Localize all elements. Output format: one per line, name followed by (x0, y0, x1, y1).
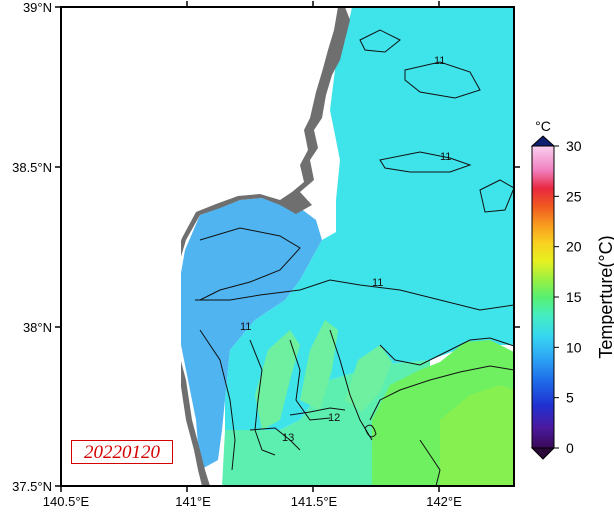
colorbar-tick-label: 0 (566, 440, 574, 456)
colorbar-tick-label: 15 (566, 289, 582, 305)
y-tick-label-38N: 38°N (23, 320, 52, 335)
contour-label-4: 11 (240, 321, 251, 333)
colorbar-tick-label: 20 (566, 239, 582, 255)
colorbar-tick-label: 10 (566, 339, 582, 355)
y-tick-label-37-5N: 37.5°N (12, 479, 52, 494)
land-interior (61, 7, 338, 486)
x-tick-label-141E: 141°E (175, 494, 211, 509)
coastal-water-region (178, 198, 322, 470)
colorbar-tick-label: 25 (566, 188, 582, 204)
colorbar-scale (531, 145, 555, 449)
y-tick-label-39N: 39°N (23, 0, 52, 15)
contour-label-2: 11 (440, 151, 451, 163)
colorbar-min-arrow (530, 447, 556, 460)
map-frame (60, 6, 515, 487)
colorbar-title: Temperture(°C) (596, 235, 614, 358)
warm-water-patch (440, 385, 514, 486)
colorbar-tick-label: 5 (566, 390, 574, 406)
contour-label-3: 11 (372, 277, 383, 289)
colorbar-tick-label: 30 (566, 138, 582, 154)
contour-label-6: 13 (282, 432, 294, 444)
offshore-water-region (225, 7, 514, 430)
teal-finger-3 (345, 345, 392, 412)
colorbar: °C 0 5 10 15 20 25 30 Temperture(°C) (530, 118, 614, 460)
y-axis: 39°N 38.5°N 38°N 37.5°N (12, 0, 520, 494)
teal-finger-1 (255, 330, 300, 430)
sst-contours (195, 29, 514, 486)
contour-label-1: 11 (434, 55, 445, 67)
colorbar-max-arrow (530, 135, 556, 147)
x-axis: 140.5°E 141°E 141.5°E 142°E (43, 1, 462, 509)
x-tick-label-140-5E: 140.5°E (43, 494, 90, 509)
contour-label-5: 12 (328, 412, 340, 424)
colorbar-unit: °C (535, 118, 551, 134)
x-tick-label-141-5E: 141.5°E (291, 494, 338, 509)
y-tick-label-38-5N: 38.5°N (12, 160, 52, 175)
date-label: 20220120 (71, 440, 173, 464)
map-plot-area (61, 7, 514, 486)
teal-finger-2 (300, 320, 338, 410)
x-tick-label-142E: 142°E (426, 494, 462, 509)
